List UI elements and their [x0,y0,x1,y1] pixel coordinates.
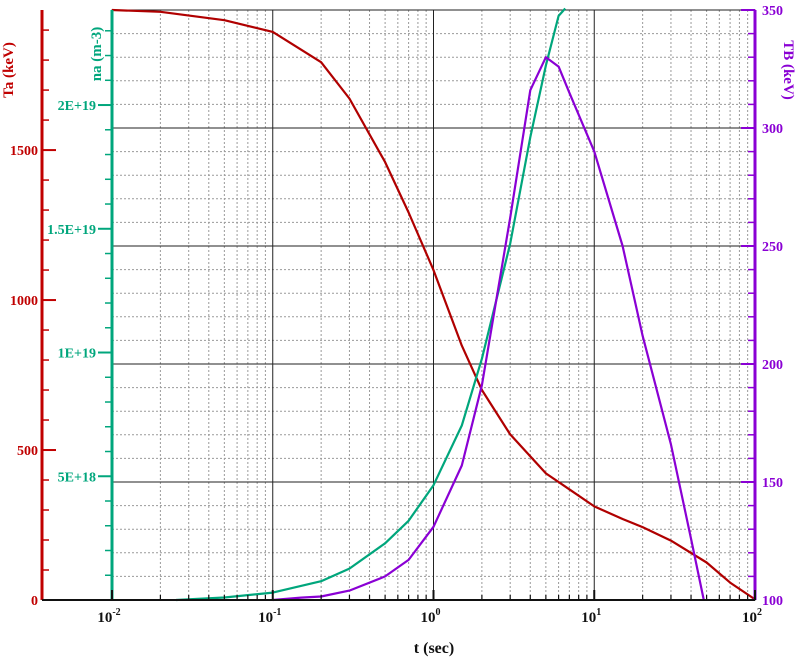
na-ticks: 5E+18 1E+19 1.5E+19 2E+19 [47,30,112,577]
tb-tick-label: 250 [762,240,783,255]
tb-tick-label: 100 [762,594,783,609]
na-tick-label: 5E+18 [58,470,96,485]
x-tick-label: 10-2 [97,607,120,626]
ta-axis: 0 500 1000 1500 Ta (keV) [1,10,56,609]
x-tick-label: 102 [742,607,762,626]
tb-axis: 100 150 200 250 300 350 TB (keV) [741,4,796,609]
ta-axis-label: Ta (keV) [1,42,17,98]
ta-tick-label: 1500 [10,144,38,159]
series-line-tb [272,56,705,602]
x-axis-label: t (sec) [414,640,454,657]
ta-tick-label: 500 [17,444,38,459]
x-axis: 10-2 10-1 100 101 102 t (sec) [42,590,762,657]
tb-tick-label: 200 [762,358,783,373]
na-axis: 5E+18 1E+19 1.5E+19 2E+19 na (m-3) [47,10,114,600]
series-layer [111,7,756,602]
tb-axis-label: TB (keV) [780,40,796,100]
na-axis-label: na (m-3) [89,27,105,82]
tb-tick-label: 150 [762,476,783,491]
ta-tick-label: 0 [31,594,38,609]
x-tick-label: 10-1 [258,607,281,626]
na-tick-label: 1.5E+19 [47,223,96,238]
tb-tick-label: 350 [762,4,783,19]
x-tick-label: 101 [581,607,601,626]
tb-tick-label: 300 [762,122,783,137]
x-tick-label: 100 [421,607,441,626]
tb-ticks: 100 150 200 250 300 350 [741,4,783,609]
series-line-na [175,7,567,602]
na-tick-label: 2E+19 [58,99,96,114]
x-ticks: 10-2 10-1 100 101 102 [97,590,762,626]
na-tick-label: 1E+19 [58,347,96,362]
series-line-ta [111,8,756,601]
ta-tick-label: 1000 [10,294,38,309]
